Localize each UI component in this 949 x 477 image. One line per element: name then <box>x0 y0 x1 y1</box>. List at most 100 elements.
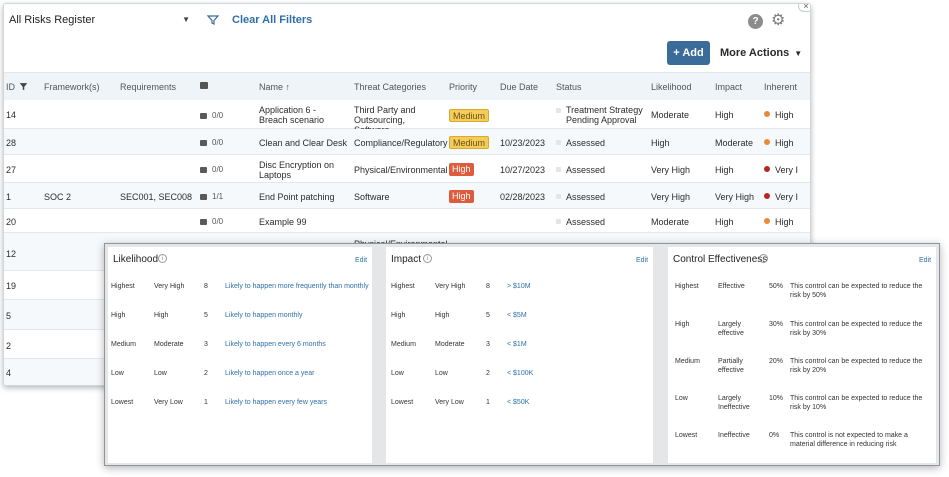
scale-level: Lowest <box>391 399 414 406</box>
column-header-priority[interactable]: Priority <box>449 82 478 92</box>
scale-description: < $100K <box>507 370 534 377</box>
info-icon[interactable]: i <box>158 254 167 263</box>
comment-count[interactable]: 0/0 <box>200 165 223 174</box>
row-name[interactable]: End Point patching <box>259 192 335 202</box>
filter-icon[interactable] <box>19 82 28 91</box>
add-button[interactable]: + Add <box>667 41 710 65</box>
column-header-likelihood[interactable]: Likelihood <box>651 82 692 92</box>
scale-level: Medium <box>391 341 416 348</box>
risk-scales-window: Likelihood i Edit Highest Very High 8 Li… <box>104 243 940 466</box>
edit-button[interactable]: Edit <box>636 257 649 264</box>
scale-score: 8 <box>486 283 490 290</box>
control-effectiveness-panel: Control Effectiveness i Edit Highest Eff… <box>668 247 936 463</box>
row-impact: Very High <box>715 192 755 202</box>
comment-count[interactable]: 0/0 <box>200 111 223 120</box>
row-status: Assessed <box>566 165 606 175</box>
row-likelihood: Very High <box>651 192 691 202</box>
scale-description: This control can be expected to reduce t… <box>790 321 923 337</box>
row-threat-categories: Physical/Environmental <box>354 165 448 175</box>
table-row[interactable]: 20 0/0 Example 99 Assessed Moderate High… <box>4 209 810 233</box>
scale-level: Low <box>675 395 688 402</box>
row-id: 28 <box>6 138 17 148</box>
scale-level: High <box>675 321 690 328</box>
more-actions-button[interactable]: More Actions ▼ <box>720 47 802 59</box>
scale-level: High <box>111 312 126 319</box>
close-icon[interactable]: × <box>798 4 810 12</box>
gear-icon[interactable]: ⚙ <box>771 12 786 29</box>
row-impact: High <box>715 165 734 175</box>
scale-description: > $10M <box>507 283 531 290</box>
column-header-inherent[interactable]: Inherent <box>764 82 798 92</box>
comment-icon <box>200 81 208 91</box>
edit-button[interactable]: Edit <box>919 257 932 264</box>
table-row[interactable]: 27 0/0 Disc Encryption on Laptops Physic… <box>4 155 810 183</box>
table-row[interactable]: 28 0/0 Clean and Clear Desk Compliance/R… <box>4 129 810 155</box>
row-name[interactable]: Clean and Clear Desk <box>259 138 348 148</box>
scale-score: 3 <box>204 341 208 348</box>
column-header-due-date[interactable]: Due Date <box>500 82 539 92</box>
column-header-requirements[interactable]: Requirements <box>120 82 177 92</box>
panel-title: Impact <box>391 254 422 265</box>
table-row[interactable]: 1 SOC 2 SEC001, SEC008 1/1 End Point pat… <box>4 183 810 209</box>
status-indicator <box>556 140 561 145</box>
filter-icon[interactable] <box>207 14 219 26</box>
row-name[interactable]: Application 6 - Breach scenario <box>259 105 325 125</box>
row-impact: High <box>715 110 734 120</box>
help-icon[interactable]: ? <box>748 14 763 29</box>
scale-description: < $50K <box>507 399 530 406</box>
row-name[interactable]: Disc Encryption on Laptops <box>259 160 335 180</box>
scale-label: Partially effective <box>718 358 744 374</box>
scale-score: 2 <box>486 370 490 377</box>
comment-icon <box>200 193 207 200</box>
table-row[interactable]: 14 0/0 Application 6 - Breach scenario T… <box>4 101 810 135</box>
scale-label: Very Low <box>435 399 464 406</box>
register-toolbar: All Risks Register ▼ Clear All Filters ?… <box>4 4 810 34</box>
scale-description: This control can be expected to reduce t… <box>790 283 923 299</box>
row-name[interactable]: Example 99 <box>259 217 307 227</box>
scale-score: 5 <box>204 312 208 319</box>
row-status: Assessed <box>566 217 606 227</box>
comment-count[interactable]: 0/0 <box>200 138 223 147</box>
scale-level: Low <box>391 370 404 377</box>
row-likelihood: Very High <box>651 165 691 175</box>
comment-count[interactable]: 0/0 <box>200 217 223 226</box>
clear-all-filters-link[interactable]: Clear All Filters <box>232 14 313 26</box>
inherent-risk-dot <box>764 166 770 172</box>
inherent-risk-dot <box>764 111 770 117</box>
info-icon[interactable]: i <box>759 254 768 263</box>
row-id: 12 <box>6 249 17 259</box>
chevron-down-icon: ▼ <box>182 15 190 24</box>
comment-count[interactable]: 1/1 <box>200 192 223 201</box>
row-framework: SOC 2 <box>44 192 72 202</box>
edit-button[interactable]: Edit <box>355 257 368 264</box>
row-status: Assessed <box>566 192 606 202</box>
scale-score: 2 <box>204 370 208 377</box>
row-inherent: High <box>775 217 794 227</box>
row-likelihood: High <box>651 138 670 148</box>
row-likelihood: Moderate <box>651 110 690 120</box>
column-header-id[interactable]: ID <box>6 82 15 92</box>
row-status: Assessed <box>566 138 606 148</box>
scale-label: High <box>435 312 450 319</box>
column-header-status[interactable]: Status <box>556 82 582 92</box>
likelihood-panel: Likelihood i Edit Highest Very High 8 Li… <box>108 247 372 463</box>
scale-level: Lowest <box>675 432 698 439</box>
scale-percentage: 50% <box>769 283 784 290</box>
row-due-date: 02/28/2023 <box>500 192 546 202</box>
status-indicator <box>556 167 561 172</box>
sort-ascending-icon: ↑ <box>285 82 291 92</box>
column-header-frameworks[interactable]: Framework(s) <box>44 82 100 92</box>
info-icon[interactable]: i <box>423 254 432 263</box>
table-header: ID Framework(s) Requirements Name ↑ Thre… <box>4 72 810 100</box>
row-id: 4 <box>6 368 12 378</box>
impact-panel: Impact i Edit Highest Very High 8 > $10M… <box>386 247 653 463</box>
register-dropdown[interactable]: All Risks Register ▼ <box>6 10 194 30</box>
column-header-threat-categories[interactable]: Threat Categories <box>354 82 427 92</box>
row-impact: High <box>715 217 734 227</box>
column-header-impact[interactable]: Impact <box>715 82 743 92</box>
column-header-name[interactable]: Name ↑ <box>259 82 290 92</box>
row-impact: Moderate <box>715 138 754 148</box>
scale-level: Medium <box>111 341 136 348</box>
row-requirements[interactable]: SEC001, SEC008 <box>120 192 193 202</box>
row-inherent: High <box>775 110 794 120</box>
